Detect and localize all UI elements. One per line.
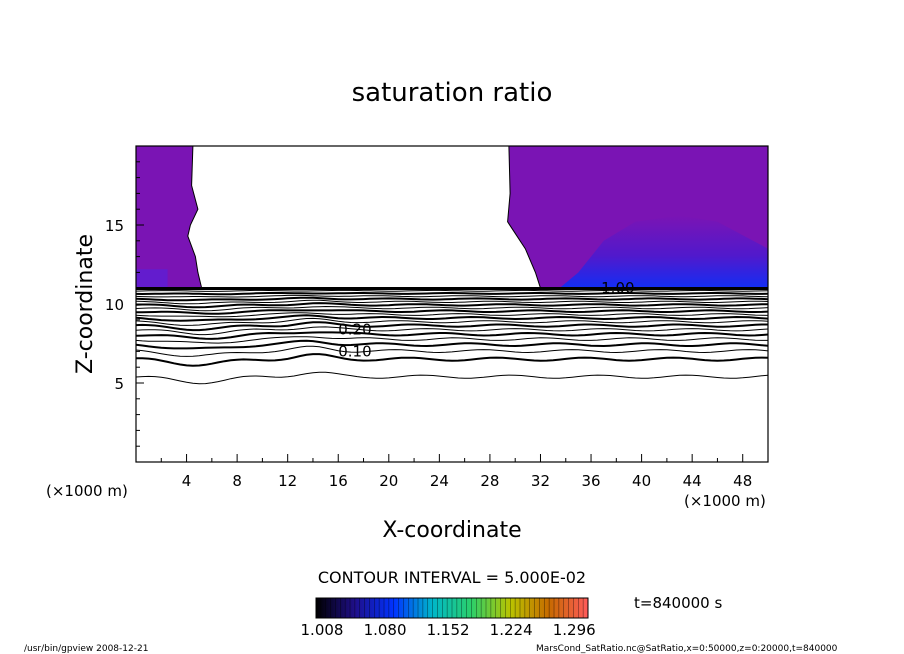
x-axis-unit-left: (×1000 m)	[46, 482, 128, 500]
contour-line	[135, 312, 769, 318]
x-tick-label: 44	[683, 472, 702, 490]
x-axis-label: X-coordinate	[382, 518, 521, 543]
time-label: t=840000 s	[634, 594, 722, 612]
colorbar-tick-labels: 1.008 1.080 1.152 1.224 1.296	[301, 621, 596, 639]
y-axis-label: Z-coordinate	[73, 234, 98, 374]
contour-line	[135, 302, 769, 309]
contour-line	[135, 289, 769, 292]
left-blue-band	[136, 269, 168, 289]
x-axis-unit-right: (×1000 m)	[684, 492, 766, 510]
contour-line	[135, 331, 769, 340]
y-tick-label: 10	[105, 296, 124, 314]
y-tick-label: 15	[105, 217, 124, 235]
contour-line	[136, 353, 769, 367]
footer-right: MarsCond_SatRatio.nc@SatRatio,x=0:50000,…	[536, 644, 838, 654]
contour-line	[135, 371, 769, 385]
contour-line	[135, 314, 769, 322]
colorbar-tick-label: 1.296	[553, 621, 596, 639]
contour-line	[136, 309, 769, 315]
x-tick-label: 8	[232, 472, 242, 490]
filled-contours	[135, 145, 769, 289]
contour-label: 1.00	[601, 279, 634, 297]
x-tick-label: 12	[278, 472, 297, 490]
contour-line	[135, 299, 769, 305]
x-tick-label: 4	[182, 472, 192, 490]
x-tick-label: 40	[632, 472, 651, 490]
contour-lines	[135, 286, 769, 385]
colorbar-tick-label: 1.152	[427, 621, 470, 639]
x-tick-label: 20	[379, 472, 398, 490]
contour-label: 0.20	[338, 320, 371, 338]
y-tick-label: 5	[114, 375, 124, 393]
contour-line	[135, 326, 769, 336]
contour-line	[135, 321, 768, 332]
contour-line	[135, 292, 769, 296]
contour-line	[135, 294, 769, 298]
x-tick-label: 16	[329, 472, 348, 490]
contour-line	[135, 317, 769, 326]
contour-line	[135, 336, 768, 344]
x-tick-label: 28	[480, 472, 499, 490]
y-axis-ticks: 5 10 15	[105, 161, 144, 447]
colorbar	[315, 597, 589, 619]
contour-line	[135, 305, 769, 312]
left-saturated-fill	[135, 145, 203, 289]
contour-interval-label: CONTOUR INTERVAL = 5.000E-02	[318, 568, 586, 587]
footer-left: /usr/bin/gpview 2008-12-21	[24, 644, 148, 654]
x-tick-label: 32	[531, 472, 550, 490]
contour-labels: 0.10 0.20 1.00	[338, 279, 634, 360]
contour-line	[135, 345, 769, 357]
colorbar-tick-label: 1.008	[301, 621, 344, 639]
contour-label: 0.10	[338, 342, 371, 360]
colorbar-tick-label: 1.224	[490, 621, 533, 639]
x-tick-label: 48	[733, 472, 752, 490]
contour-line	[135, 296, 769, 302]
right-blue-core	[559, 215, 768, 289]
x-tick-label: 24	[430, 472, 449, 490]
chart-title: saturation ratio	[352, 78, 553, 108]
colorbar-tick-label: 1.080	[364, 621, 407, 639]
x-tick-label: 36	[581, 472, 600, 490]
contour-line	[135, 339, 769, 350]
x-axis-ticks: 4 8 12 16 20 24 28 32 36 40 44 48	[160, 454, 752, 490]
